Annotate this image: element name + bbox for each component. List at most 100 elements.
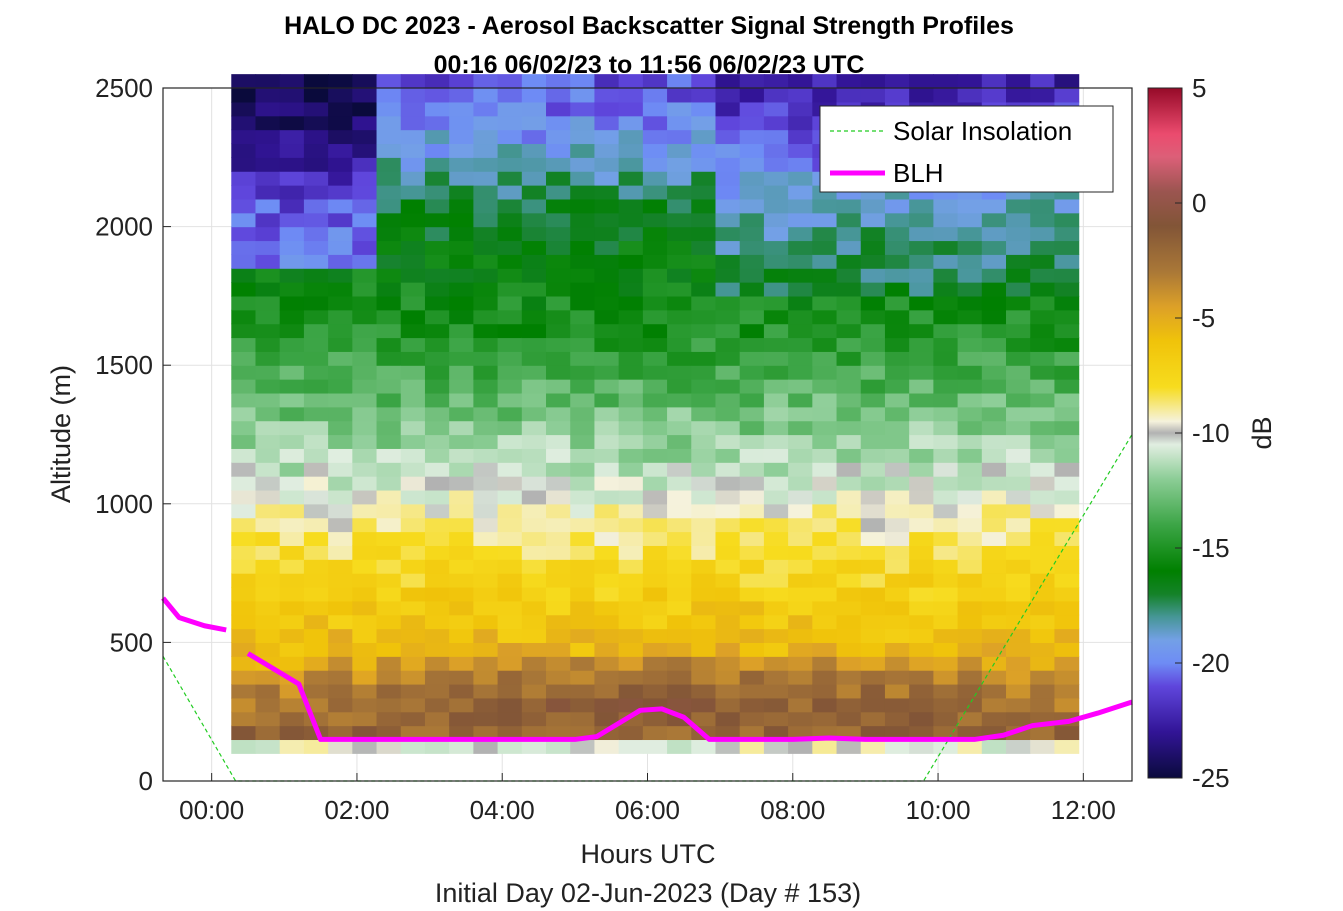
heatmap-cell	[497, 683, 523, 699]
heatmap-cell	[328, 171, 353, 186]
heatmap-cell	[352, 365, 378, 380]
heatmap-cell	[812, 600, 838, 616]
heatmap-cell	[763, 420, 789, 436]
heatmap-cell	[570, 739, 596, 754]
heatmap-cell	[763, 157, 789, 172]
heatmap-cell	[812, 74, 838, 89]
heatmap-cell	[860, 683, 886, 699]
heatmap-cell	[763, 143, 789, 158]
heatmap-cell	[279, 351, 305, 366]
heatmap-cell	[1030, 559, 1056, 574]
heatmap-cell	[933, 212, 959, 228]
heatmap-cell	[521, 212, 547, 228]
heatmap-cell	[231, 157, 257, 172]
heatmap-cell	[521, 573, 547, 588]
colorbar-tick-label: -10	[1192, 418, 1230, 448]
heatmap-cell	[497, 476, 523, 491]
heatmap-cell	[691, 600, 717, 616]
colorbar-tick-label: -15	[1192, 533, 1230, 563]
heatmap-cell	[1054, 628, 1080, 643]
heatmap-cell	[352, 226, 378, 242]
heatmap-cell	[255, 379, 281, 394]
heatmap-cell	[497, 628, 523, 643]
heatmap-cell	[981, 586, 1007, 602]
heatmap-cell	[473, 697, 499, 713]
heatmap-cell	[836, 74, 862, 89]
y-tick-label: 500	[110, 627, 153, 657]
heatmap-cell	[594, 74, 620, 89]
heatmap-cell	[279, 697, 305, 713]
heatmap-cell	[352, 683, 378, 699]
heatmap-cell	[691, 115, 717, 131]
heatmap-cell	[933, 448, 959, 463]
heatmap-cell	[642, 323, 668, 339]
heatmap-cell	[788, 88, 813, 103]
heatmap-cell	[352, 143, 378, 158]
heatmap-cell	[376, 379, 402, 394]
heatmap-cell	[231, 88, 257, 103]
heatmap-cell	[618, 683, 644, 699]
heatmap-cell	[618, 434, 644, 449]
heatmap-cell	[400, 628, 426, 643]
heatmap-cell	[1054, 420, 1080, 436]
heatmap-cell	[546, 351, 571, 366]
heatmap-cell	[715, 711, 741, 727]
heatmap-cell	[884, 365, 910, 380]
heatmap-cell	[667, 129, 692, 145]
heatmap-cell	[449, 600, 474, 616]
heatmap-cell	[884, 573, 910, 588]
heatmap-cell	[981, 406, 1007, 422]
heatmap-cell	[473, 462, 499, 477]
heatmap-cell	[303, 545, 329, 560]
heatmap-cell	[667, 739, 692, 754]
heatmap-cell	[981, 420, 1007, 436]
heatmap-cell	[812, 323, 838, 339]
heatmap-cell	[763, 379, 789, 394]
heatmap-cell	[255, 600, 281, 616]
heatmap-cell	[424, 489, 450, 505]
heatmap-cell	[1030, 670, 1056, 685]
heatmap-cell	[328, 656, 353, 671]
heatmap-cell	[449, 115, 474, 131]
heatmap-cell	[400, 309, 426, 325]
heatmap-cell	[1054, 462, 1080, 477]
heatmap-cell	[376, 101, 402, 117]
heatmap-cell	[424, 739, 450, 754]
heatmap-cell	[1054, 88, 1080, 103]
heatmap-cell	[449, 74, 474, 89]
heatmap-cell	[376, 531, 402, 546]
heatmap-cell	[255, 476, 281, 491]
heatmap-cell	[981, 448, 1007, 463]
heatmap-cell	[473, 254, 499, 269]
heatmap-cell	[933, 600, 959, 616]
heatmap-cell	[957, 670, 983, 685]
heatmap-cell	[231, 434, 257, 449]
heatmap-cell	[763, 434, 789, 449]
heatmap-cell	[231, 392, 257, 408]
heatmap-cell	[328, 670, 353, 685]
heatmap-cell	[303, 476, 329, 491]
heatmap-cell	[957, 198, 983, 214]
heatmap-cell	[424, 240, 450, 255]
heatmap-cell	[546, 628, 571, 643]
heatmap-cell	[352, 614, 378, 630]
heatmap-cell	[328, 462, 353, 477]
heatmap-cell	[473, 642, 499, 657]
heatmap-cell	[667, 683, 692, 699]
heatmap-cell	[1030, 226, 1056, 242]
heatmap-cell	[303, 268, 329, 283]
heatmap-cell	[739, 101, 765, 117]
heatmap-cell	[1006, 586, 1031, 602]
heatmap-cell	[788, 642, 813, 657]
heatmap-cell	[546, 240, 571, 255]
heatmap-cell	[691, 157, 717, 172]
heatmap-cell	[836, 670, 862, 685]
heatmap-cell	[328, 337, 353, 352]
heatmap-cell	[642, 240, 668, 255]
heatmap-cell	[763, 115, 789, 131]
heatmap-cell	[884, 351, 910, 366]
heatmap-cell	[642, 573, 668, 588]
heatmap-cell	[884, 697, 910, 713]
heatmap-cell	[642, 448, 668, 463]
heatmap-cell	[763, 559, 789, 574]
